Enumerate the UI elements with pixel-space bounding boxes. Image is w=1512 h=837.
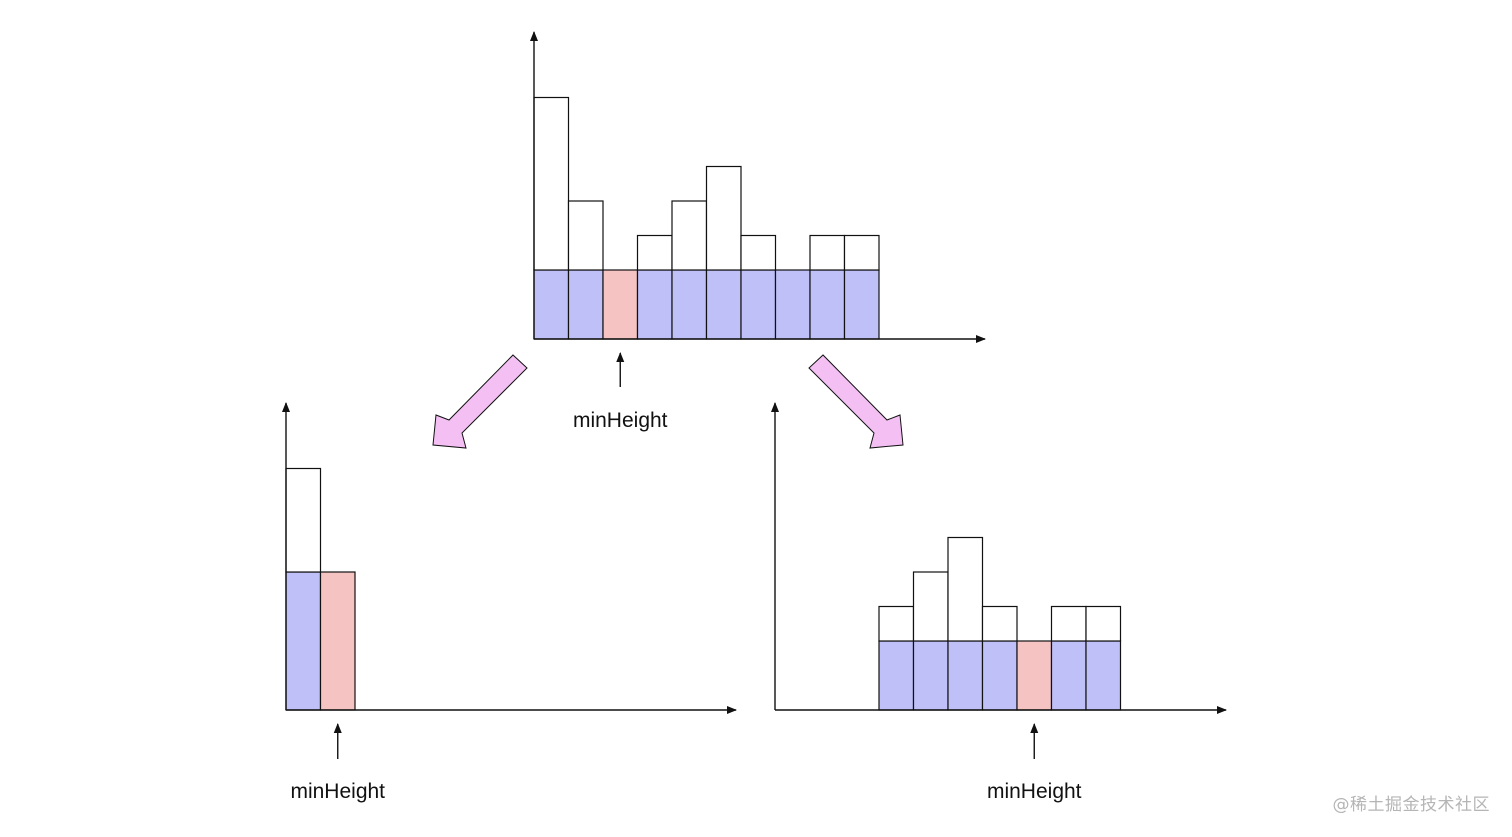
bar-filled-segment bbox=[636, 269, 673, 340]
bar-filled-segment bbox=[740, 269, 777, 340]
bar-empty-segment bbox=[533, 96, 570, 271]
bar-filled-segment bbox=[774, 269, 811, 340]
bar-min-segment bbox=[602, 269, 639, 340]
bar-min-segment bbox=[319, 571, 356, 711]
bar-empty-segment bbox=[809, 234, 846, 271]
bar-empty-segment bbox=[981, 605, 1018, 642]
bar-filled-segment bbox=[567, 269, 604, 340]
bar-empty-segment bbox=[285, 467, 322, 573]
min-height-label: minHeight bbox=[290, 780, 385, 803]
bar-min-segment bbox=[1016, 640, 1053, 711]
bar-empty-segment bbox=[912, 571, 949, 642]
bar-empty-segment bbox=[1085, 605, 1122, 642]
bar-filled-segment bbox=[1050, 640, 1087, 711]
chart-bottom-left: minHeight bbox=[282, 402, 737, 803]
bar-filled-segment bbox=[843, 269, 880, 340]
bar-filled-segment bbox=[912, 640, 949, 711]
bar-empty-segment bbox=[947, 536, 984, 642]
bar-filled-segment bbox=[1085, 640, 1122, 711]
bar-empty-segment bbox=[636, 234, 673, 271]
bar-empty-segment bbox=[740, 234, 777, 271]
bar-filled-segment bbox=[981, 640, 1018, 711]
chart-top: minHeight bbox=[530, 31, 986, 432]
bar-empty-segment bbox=[705, 165, 742, 271]
chart-bottom-right: minHeight bbox=[771, 402, 1227, 803]
bar-empty-segment bbox=[843, 234, 880, 271]
bar-empty-segment bbox=[567, 200, 604, 271]
min-height-label: minHeight bbox=[573, 409, 668, 432]
bar-filled-segment bbox=[809, 269, 846, 340]
bar-filled-segment bbox=[671, 269, 708, 340]
split-arrow-right bbox=[808, 354, 904, 449]
min-height-label: minHeight bbox=[987, 780, 1082, 803]
bar-filled-segment bbox=[947, 640, 984, 711]
bar-filled-segment bbox=[878, 640, 915, 711]
split-arrow-left bbox=[432, 354, 528, 449]
bar-empty-segment bbox=[878, 605, 915, 642]
bar-filled-segment bbox=[705, 269, 742, 340]
bar-filled-segment bbox=[285, 571, 322, 711]
bar-empty-segment bbox=[671, 200, 708, 271]
watermark: @稀土掘金技术社区 bbox=[1332, 795, 1490, 815]
bar-empty-segment bbox=[1050, 605, 1087, 642]
bar-filled-segment bbox=[533, 269, 570, 340]
